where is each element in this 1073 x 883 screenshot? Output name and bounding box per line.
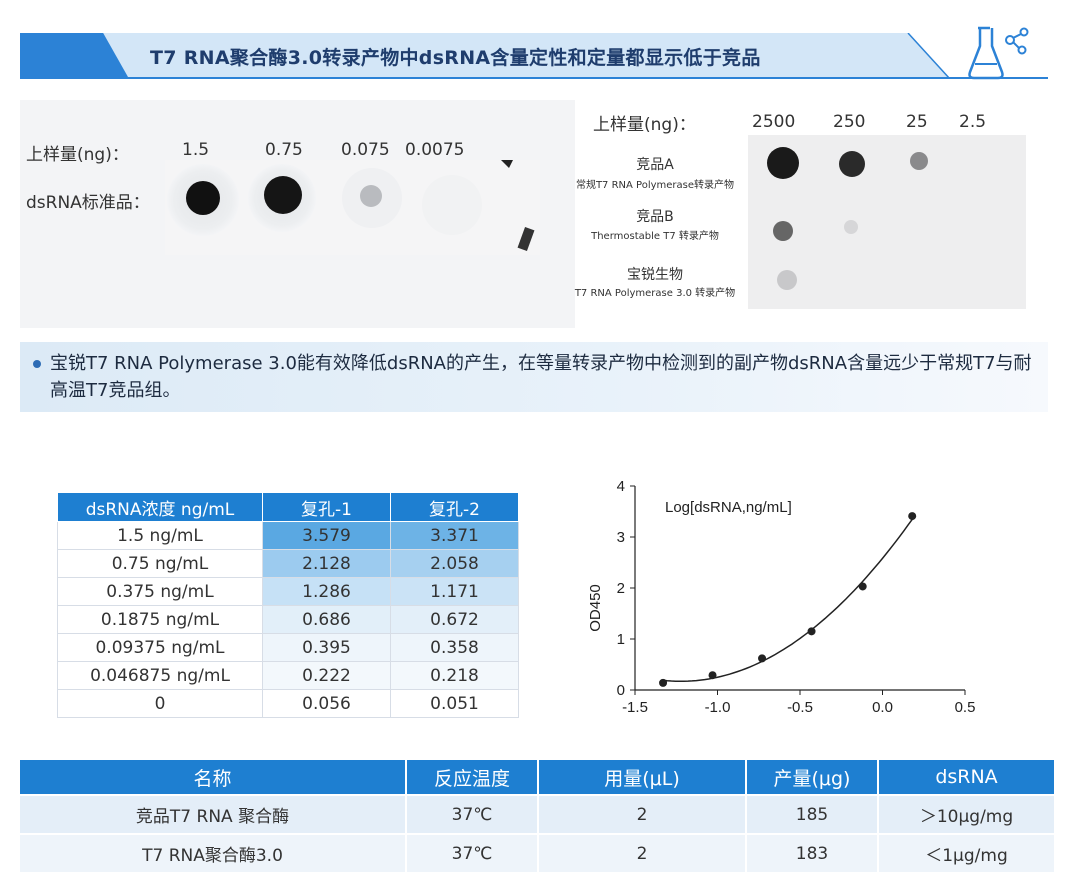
bottom-cell-dsrna: ＜1μg/mg [878,833,1054,872]
data-point [659,678,668,687]
std-cell-conc: 0.375 ng/mL [57,577,263,606]
group-c-desc: T7 RNA Polymerase 3.0 转录产物 [574,288,736,299]
standard-curve-table: dsRNA浓度 ng/mL 复孔-1 复孔-2 1.5 ng/mL 3.579 3.… [57,492,519,718]
chart-title: Log[dsRNA,ng/mL] [665,499,792,516]
std-cell-rep1: 0.222 [262,661,391,690]
banner-shape [20,33,1048,79]
std-cell-rep2: 1.171 [390,577,519,606]
x-tick-label: -1.0 [705,699,731,716]
comp-amount-3: 25 [906,112,928,132]
comp-blot-image [748,135,1026,309]
bottom-cell-name: T7 RNA聚合酶3.0 [20,833,407,872]
data-point [908,512,917,521]
comp-amount-4: 2.5 [959,112,987,132]
summary-text: 宝锐T7 RNA Polymerase 3.0能有效降低dsRNA的产生，在等量… [50,353,1032,401]
std-cell-rep1: 0.056 [262,689,391,718]
group-b-name: 竞品B [636,209,674,225]
x-tick-label: 0.0 [872,699,893,716]
data-point [807,627,816,636]
std-col-rep2: 复孔-2 [390,492,519,522]
standard-curve-chart: 0 1 2 3 4 -1.5 -1.0 -0.5 0.0 0.5 Log[dsRNA,ng/mL] O… [587,478,976,716]
std-col-conc: dsRNA浓度 ng/mL [57,492,263,522]
std-table-row: 1.5 ng/mL 3.579 3.371 [57,521,519,550]
data-point [858,582,867,591]
comparison-table: 名称 反应温度 用量(μL) 产量(μg) dsRNA 竞品T7 RNA 聚合酶… [20,760,1054,872]
group-b-desc: Thermostable T7 转录产物 [591,231,719,242]
std-table-header-row: dsRNA浓度 ng/mL 复孔-1 复孔-2 [57,492,519,522]
group-a-name: 竞品A [636,157,674,173]
bottom-table-row: T7 RNA聚合酶3.0 37℃ 2 183 ＜1μg/mg [20,833,1054,872]
fit-curve [662,518,913,683]
summary-band [20,342,1048,412]
std-table-row: 0.09375 ng/mL 0.395 0.358 [57,633,519,662]
std-cell-rep2: 0.358 [390,633,519,662]
std-cell-rep1: 0.686 [262,605,391,634]
comp-load-label: 上样量(ng)： [593,115,696,135]
bottom-cell-temp: 37℃ [406,833,539,872]
bottom-table-row: 竞品T7 RNA 聚合酶 37℃ 2 185 ＞10μg/mg [20,794,1054,834]
group-a-desc: 常规T7 RNA Polymerase转录产物 [575,180,735,191]
std-cell-rep1: 1.286 [262,577,391,606]
bottom-cell-temp: 37℃ [406,794,539,834]
y-tick-label: 2 [617,580,625,597]
bottom-col-temp: 反应温度 [406,760,539,795]
std-table-row: 0.046875 ng/mL 0.222 0.218 [57,661,519,690]
std-cell-conc: 0.1875 ng/mL [57,605,263,634]
y-tick-label: 1 [617,631,625,648]
std-cell-conc: 1.5 ng/mL [57,521,263,550]
std-amount-3: 0.075 [341,140,390,160]
bullet-dot [33,360,41,368]
bottom-cell-name: 竞品T7 RNA 聚合酶 [20,794,407,834]
bottom-col-yield: 产量(μg) [746,760,879,795]
bottom-cell-volume: 2 [538,833,747,872]
std-cell-conc: 0.75 ng/mL [57,549,263,578]
page-title: T7 RNA聚合酶3.0转录产物中dsRNA含量定性和定量都显示低于竞品 [150,47,761,69]
bottom-col-volume: 用量(μL) [538,760,747,795]
std-cell-conc: 0.09375 ng/mL [57,633,263,662]
std-amount-1: 1.5 [182,140,210,160]
std-col-rep1: 复孔-1 [262,492,391,522]
std-cell-rep1: 3.579 [262,521,391,550]
std-row-label: dsRNA标准品： [26,193,150,213]
data-point [708,671,717,680]
std-table-row: 0.1875 ng/mL 0.686 0.672 [57,605,519,634]
std-cell-rep1: 0.395 [262,633,391,662]
std-cell-rep2: 0.218 [390,661,519,690]
x-tick-label: 0.5 [955,699,976,716]
bottom-table-header-row: 名称 反应温度 用量(μL) 产量(μg) dsRNA [20,760,1054,795]
std-table-row: 0.375 ng/mL 1.286 1.171 [57,577,519,606]
comp-amount-2: 250 [833,112,866,132]
x-tick-label: -1.5 [622,699,648,716]
bottom-col-name: 名称 [20,760,407,795]
std-table-row: 0.75 ng/mL 2.128 2.058 [57,549,519,578]
std-cell-rep2: 0.672 [390,605,519,634]
std-cell-conc: 0 [57,689,263,718]
y-tick-label: 4 [617,478,625,495]
y-axis-label: OD450 [587,584,604,632]
bottom-cell-volume: 2 [538,794,747,834]
std-amount-2: 0.75 [265,140,303,160]
x-tick-label: -0.5 [787,699,813,716]
std-table-row: 0 0.056 0.051 [57,689,519,718]
std-cell-rep2: 3.371 [390,521,519,550]
std-blot-image [165,160,540,255]
comp-amount-1: 2500 [752,112,796,132]
bottom-col-dsrna: dsRNA [878,760,1054,795]
flask-icon [968,26,1029,80]
y-tick-label: 0 [617,682,625,699]
bottom-cell-dsrna: ＞10μg/mg [878,794,1054,834]
group-c-name: 宝锐生物 [627,267,683,283]
std-amount-4: 0.0075 [405,140,465,160]
std-cell-rep2: 2.058 [390,549,519,578]
header-banner: T7 RNA聚合酶3.0转录产物中dsRNA含量定性和定量都显示低于竞品 [20,33,1048,79]
bottom-cell-yield: 185 [746,794,879,834]
std-cell-rep2: 0.051 [390,689,519,718]
data-point [758,654,767,663]
std-cell-conc: 0.046875 ng/mL [57,661,263,690]
std-load-label: 上样量(ng)： [26,145,129,165]
bottom-cell-yield: 183 [746,833,879,872]
y-tick-label: 3 [617,529,625,546]
std-cell-rep1: 2.128 [262,549,391,578]
